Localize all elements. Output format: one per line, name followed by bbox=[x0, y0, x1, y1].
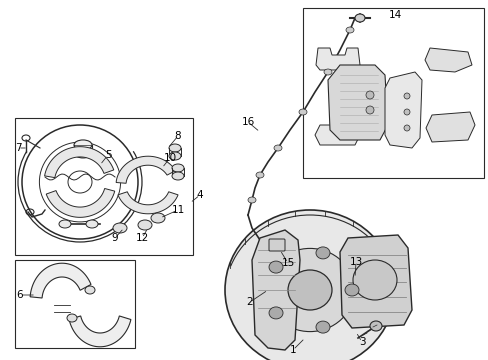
Text: 12: 12 bbox=[135, 233, 148, 243]
Text: 14: 14 bbox=[387, 10, 401, 20]
Ellipse shape bbox=[298, 109, 306, 115]
Bar bbox=[15, 118, 193, 255]
Polygon shape bbox=[30, 263, 91, 298]
Text: 2: 2 bbox=[246, 297, 253, 307]
Ellipse shape bbox=[273, 145, 282, 151]
Ellipse shape bbox=[354, 14, 364, 22]
Ellipse shape bbox=[265, 248, 353, 332]
Polygon shape bbox=[384, 72, 421, 148]
Text: 8: 8 bbox=[174, 131, 181, 141]
Polygon shape bbox=[339, 235, 411, 328]
Text: 3: 3 bbox=[358, 337, 365, 347]
Text: 5: 5 bbox=[104, 150, 111, 160]
Ellipse shape bbox=[268, 261, 283, 273]
Ellipse shape bbox=[138, 220, 152, 230]
Ellipse shape bbox=[59, 220, 71, 228]
Ellipse shape bbox=[172, 172, 183, 180]
Bar bbox=[303, 8, 483, 178]
Ellipse shape bbox=[86, 220, 98, 228]
Polygon shape bbox=[116, 156, 175, 183]
Polygon shape bbox=[425, 112, 474, 142]
Ellipse shape bbox=[74, 148, 92, 158]
Ellipse shape bbox=[346, 27, 353, 33]
Text: 16: 16 bbox=[241, 117, 254, 127]
Ellipse shape bbox=[268, 307, 283, 319]
Polygon shape bbox=[251, 230, 299, 350]
Polygon shape bbox=[118, 192, 178, 214]
Text: 13: 13 bbox=[348, 257, 362, 267]
Ellipse shape bbox=[403, 125, 409, 131]
Ellipse shape bbox=[169, 152, 181, 160]
Polygon shape bbox=[327, 65, 387, 140]
FancyBboxPatch shape bbox=[268, 239, 285, 251]
Polygon shape bbox=[315, 48, 359, 70]
Ellipse shape bbox=[113, 223, 127, 233]
Ellipse shape bbox=[287, 270, 331, 310]
Ellipse shape bbox=[403, 93, 409, 99]
Polygon shape bbox=[69, 316, 131, 347]
Ellipse shape bbox=[315, 321, 329, 333]
Text: 7: 7 bbox=[15, 143, 21, 153]
Ellipse shape bbox=[256, 172, 264, 178]
Ellipse shape bbox=[369, 321, 381, 331]
Ellipse shape bbox=[352, 260, 396, 300]
Ellipse shape bbox=[172, 164, 183, 172]
Ellipse shape bbox=[85, 286, 95, 294]
Polygon shape bbox=[46, 189, 115, 217]
Ellipse shape bbox=[403, 109, 409, 115]
Ellipse shape bbox=[315, 247, 329, 259]
Polygon shape bbox=[44, 147, 114, 177]
Text: 4: 4 bbox=[196, 190, 203, 200]
Ellipse shape bbox=[74, 140, 92, 150]
Polygon shape bbox=[314, 125, 359, 145]
Text: 11: 11 bbox=[171, 205, 184, 215]
Text: 6: 6 bbox=[17, 290, 23, 300]
Polygon shape bbox=[424, 48, 471, 72]
Ellipse shape bbox=[345, 284, 358, 296]
Ellipse shape bbox=[224, 210, 394, 360]
Ellipse shape bbox=[365, 91, 373, 99]
Ellipse shape bbox=[324, 69, 331, 75]
Ellipse shape bbox=[365, 106, 373, 114]
Text: 15: 15 bbox=[281, 258, 294, 268]
Text: 1: 1 bbox=[289, 345, 296, 355]
Ellipse shape bbox=[247, 197, 256, 203]
Text: 9: 9 bbox=[111, 233, 118, 243]
Text: 10: 10 bbox=[163, 153, 176, 163]
Bar bbox=[15, 260, 135, 348]
Ellipse shape bbox=[67, 314, 77, 322]
Ellipse shape bbox=[169, 144, 181, 152]
Ellipse shape bbox=[151, 213, 164, 223]
